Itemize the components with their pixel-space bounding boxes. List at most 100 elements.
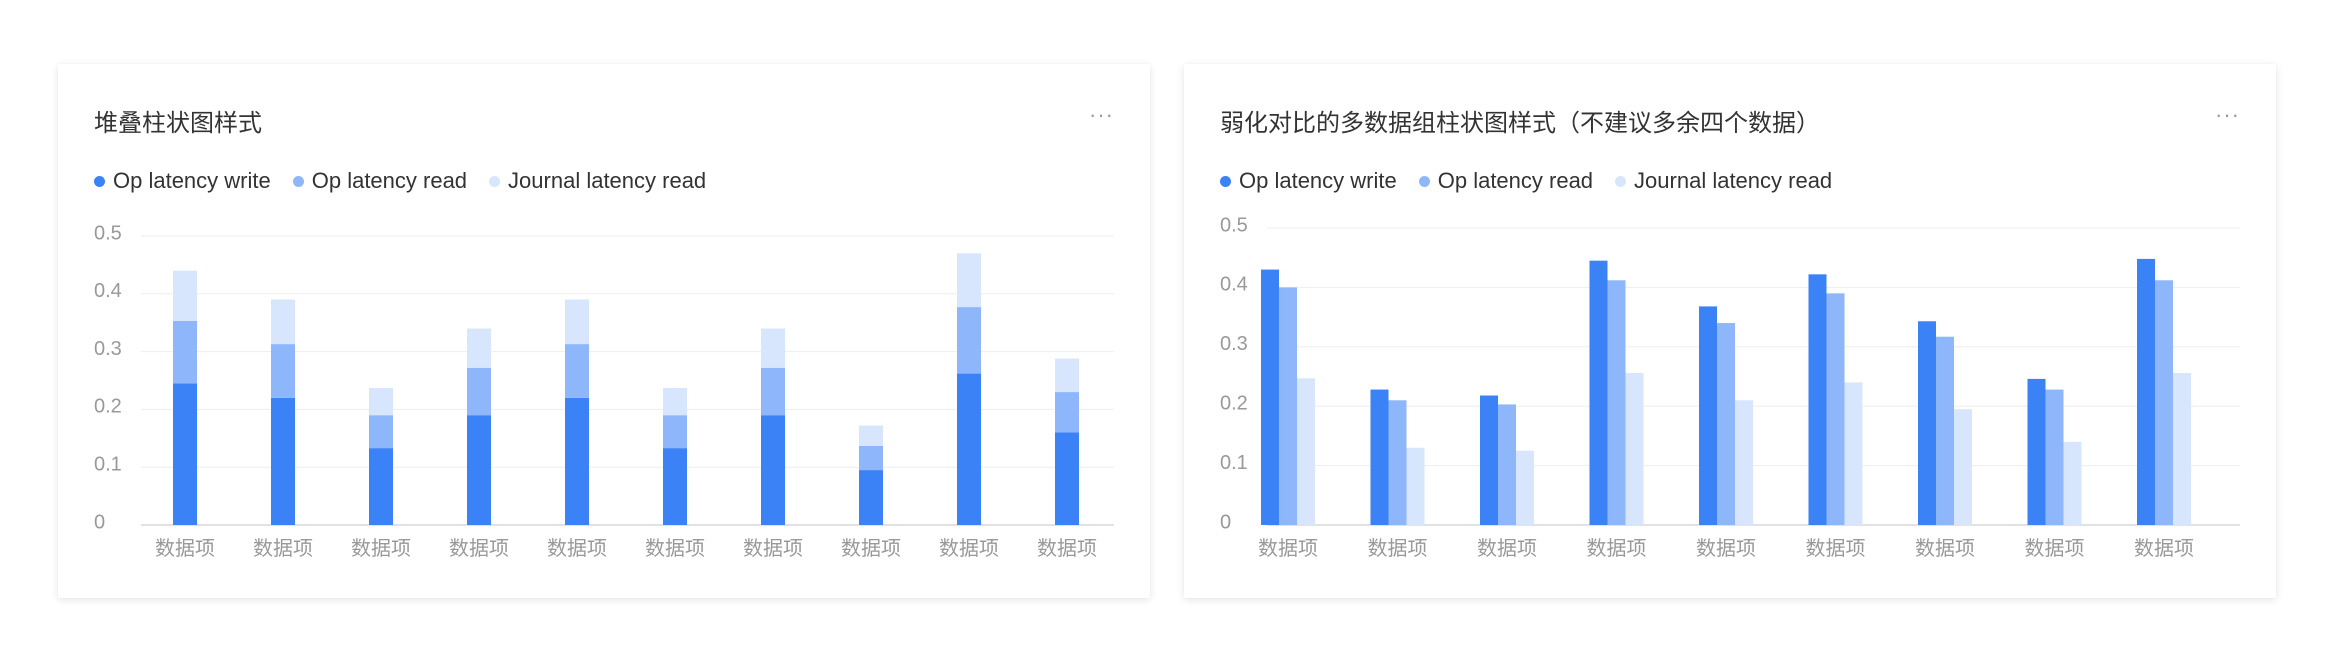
bar — [2063, 441, 2082, 525]
bar-segment — [467, 367, 491, 416]
x-tick-label: 数据项 — [351, 537, 411, 560]
y-tick-label: 0.3 — [94, 338, 122, 360]
legend-item-journal-latency-read[interactable]: Journal latency read — [489, 168, 706, 194]
x-tick-label: 数据项 — [1915, 537, 1975, 560]
legend-dot-icon — [489, 175, 501, 187]
bar — [2173, 372, 2191, 525]
y-tick-label: 0 — [1220, 511, 1231, 533]
bar — [1699, 306, 1717, 525]
x-tick-label: 数据项 — [547, 537, 607, 560]
bar-segment — [173, 270, 197, 321]
legend-item-journal-latency-read[interactable]: Journal latency read — [1615, 168, 1832, 194]
x-tick-label: 数据项 — [155, 537, 215, 560]
legend-item-op-latency-write[interactable]: Op latency write — [1220, 168, 1397, 194]
bar-segment — [859, 470, 883, 525]
bar-segment — [761, 328, 785, 368]
y-tick-label: 0.4 — [94, 280, 122, 302]
bar-segment — [369, 448, 393, 525]
bar — [1936, 336, 1954, 525]
bar-segment — [271, 344, 295, 398]
x-tick-label: 数据项 — [939, 537, 999, 560]
x-tick-label: 数据项 — [743, 537, 803, 560]
legend-label: Op latency read — [311, 168, 468, 193]
stacked-bar-chart: 0 0.1 0.2 0.3 0.4 0.5 数据项 数据项 数据项 数据项 数据项 数据项 数据项 数据项… — [94, 222, 1114, 560]
x-tick-label: 数据项 — [841, 537, 901, 560]
bar-segment — [369, 415, 393, 449]
bar — [1844, 382, 1863, 525]
bar — [1826, 293, 1845, 525]
bar — [1370, 389, 1389, 525]
bar — [1388, 400, 1407, 525]
chart-legend: Op latency write Op latency read Journal… — [1220, 168, 1832, 194]
x-tick-label: 数据项 — [2025, 537, 2085, 560]
x-tick-label: 数据项 — [1368, 537, 1428, 560]
bar-segment — [957, 253, 981, 308]
bar — [1625, 372, 1644, 525]
y-tick-label: 0.4 — [1220, 274, 1248, 296]
y-tick-label: 0.2 — [94, 396, 122, 418]
more-icon[interactable]: ··· — [1089, 102, 1114, 127]
bar — [2027, 378, 2046, 525]
bar-segment — [663, 388, 687, 416]
legend-label: Op latency read — [1437, 168, 1594, 193]
bar — [2137, 258, 2155, 525]
chart-legend: Op latency write Op latency read Journal… — [94, 168, 706, 194]
bar-segment — [173, 320, 197, 384]
bar-segment — [565, 299, 589, 345]
bar-segment — [369, 388, 393, 416]
x-tick-label: 数据项 — [1587, 537, 1647, 560]
legend-label: Op latency write — [1239, 168, 1397, 193]
legend-dot-icon — [292, 175, 304, 187]
y-tick-label: 0.5 — [94, 222, 122, 244]
legend-item-op-latency-read[interactable]: Op latency read — [292, 168, 468, 194]
bar-segment — [859, 445, 883, 471]
legend-dot-icon — [94, 175, 105, 187]
card-title: 堆叠柱状图样式 — [94, 110, 262, 137]
x-tick-label: 数据项 — [1037, 537, 1097, 560]
bar-segment — [467, 415, 491, 525]
stacked-bar-card: 堆叠柱状图样式 ··· Op latency write Op latency … — [58, 64, 1150, 598]
x-tick-label: 数据项 — [1806, 537, 1866, 560]
bar — [1516, 450, 1534, 525]
bar-segment — [271, 397, 295, 525]
bar — [1735, 400, 1753, 525]
legend-item-op-latency-write[interactable]: Op latency write — [94, 168, 271, 194]
x-tick-label: 数据项 — [1258, 537, 1318, 560]
y-tick-label: 0.5 — [1220, 214, 1248, 236]
bar-segment — [957, 373, 981, 525]
y-tick-label: 0.1 — [1220, 452, 1248, 474]
bar-segment — [271, 299, 295, 345]
bar — [1589, 260, 1608, 525]
legend-label: Journal latency read — [1634, 168, 1833, 193]
x-tick-label: 数据项 — [1477, 537, 1537, 560]
bar-segment — [663, 448, 687, 525]
bar-segment — [761, 415, 785, 525]
bar — [1717, 323, 1735, 525]
bar-segment — [859, 425, 883, 446]
bar — [1297, 378, 1315, 525]
x-tick-label: 数据项 — [449, 537, 509, 560]
bar-segment — [565, 344, 589, 398]
bar — [1954, 409, 1972, 525]
bar-segment — [467, 328, 491, 368]
legend-dot-icon — [1220, 175, 1231, 187]
bar — [1261, 269, 1279, 525]
more-icon[interactable]: ··· — [2215, 102, 2240, 127]
bar-segment — [1055, 432, 1079, 525]
bar — [2155, 280, 2173, 525]
legend-dot-icon — [1418, 175, 1430, 187]
legend-item-op-latency-read[interactable]: Op latency read — [1418, 168, 1594, 194]
bar-segment — [565, 397, 589, 525]
bar — [1498, 404, 1516, 525]
bar-segment — [957, 307, 981, 374]
bar-segment — [173, 383, 197, 525]
y-tick-label: 0.3 — [1220, 333, 1248, 355]
legend-dot-icon — [1615, 175, 1627, 187]
x-tick-label: 数据项 — [253, 537, 313, 560]
bar-segment — [663, 415, 687, 449]
grouped-bar-chart: 0 0.1 0.2 0.3 0.4 0.5 数据项 数据项 数据项 数据项 数据项 数据项 数据项 数据项… — [1220, 214, 2240, 560]
x-tick-label: 数据项 — [2134, 537, 2194, 560]
bar — [1607, 280, 1626, 525]
legend-label: Journal latency read — [508, 168, 707, 193]
legend-label: Op latency write — [113, 168, 271, 193]
